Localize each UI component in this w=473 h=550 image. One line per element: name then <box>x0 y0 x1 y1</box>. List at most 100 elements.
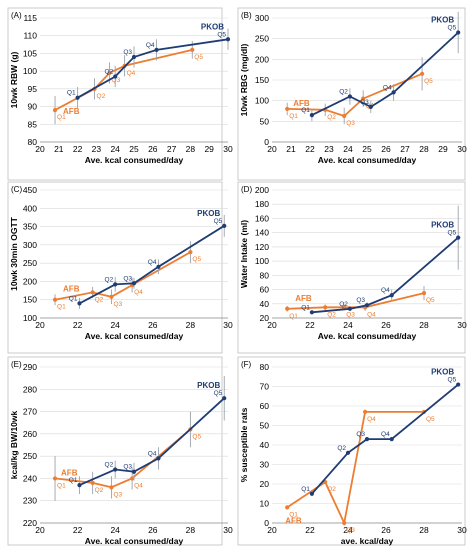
pkob-point-label: Q4 <box>148 259 157 266</box>
afb-point-label: Q2 <box>327 486 336 493</box>
afb-point <box>421 291 427 296</box>
x-tick-label: 26 <box>148 525 158 535</box>
pkob-point <box>389 293 394 298</box>
pkob-point-label: Q4 <box>146 42 155 49</box>
afb-point-label: Q1 <box>57 482 66 489</box>
pkob-point <box>113 74 118 79</box>
x-tick-label: 30 <box>457 144 467 154</box>
pkob-point <box>347 306 352 311</box>
y-tick-label: 140 <box>255 228 269 238</box>
pkob-series-label: PKOB <box>197 381 220 390</box>
pkob-point-label: Q2 <box>339 89 348 96</box>
afb-point-label: Q3 <box>113 301 122 308</box>
y-axis-title: kcal/kg BW/10wk <box>9 410 19 479</box>
pkob-point-label: Q4 <box>383 84 392 91</box>
y-axis-title: 10wk RBG (mg/dl) <box>239 43 249 116</box>
chart-panel-3: 100 150 200 250 300 350 400 450 20 22 24 26 28 30 (C) A… <box>7 181 233 354</box>
afb-point-label: Q5 <box>426 297 435 304</box>
afb-point-label: Q4 <box>134 482 143 489</box>
y-tick-label: 115 <box>23 13 37 23</box>
afb-point <box>188 250 193 255</box>
x-axis-title: Ave. kcal consumed/day <box>318 155 417 165</box>
afb-point <box>90 290 95 295</box>
y-tick-label: 0 <box>264 518 269 528</box>
pkob-point <box>113 282 118 287</box>
y-tick-label: 200 <box>255 185 269 195</box>
pkob-point-label: Q3 <box>356 297 365 304</box>
x-tick-label: 22 <box>305 525 315 535</box>
x-tick-label: 28 <box>186 320 196 330</box>
panel-frame <box>237 7 466 181</box>
pkob-point-label: Q5 <box>214 218 223 225</box>
x-tick-label: 30 <box>457 525 467 535</box>
afb-series-label: AFB <box>61 468 78 477</box>
x-axis-title: ave. kcal/day <box>341 536 394 546</box>
x-tick-label: 25 <box>129 144 139 154</box>
pkob-series-label: PKOB <box>431 368 454 377</box>
y-tick-label: 80 <box>260 270 270 280</box>
y-tick-label: 20 <box>260 313 270 323</box>
afb-point <box>109 485 114 490</box>
y-tick-label: 220 <box>23 518 37 528</box>
pkob-point-label: Q1 <box>301 304 310 311</box>
y-tick-label: 290 <box>23 362 37 372</box>
y-tick-label: 20 <box>260 479 270 489</box>
afb-point <box>107 70 112 76</box>
y-tick-label: 40 <box>260 299 270 309</box>
pkob-point <box>364 437 370 442</box>
x-tick-label: 28 <box>419 320 429 330</box>
afb-point-label: Q1 <box>289 511 298 518</box>
pkob-point-label: Q1 <box>69 295 78 302</box>
afb-point-label: Q4 <box>367 416 376 423</box>
y-tick-label: 260 <box>23 429 37 439</box>
x-axis-title: Ave. kcal consumed/day <box>318 331 417 341</box>
pkob-point <box>156 456 161 461</box>
x-tick-label: 24 <box>110 320 120 330</box>
pkob-point <box>309 113 314 118</box>
y-tick-label: 90 <box>28 102 38 112</box>
panel-letter: (C) <box>11 185 22 194</box>
x-tick-label: 24 <box>343 320 353 330</box>
x-tick-label: 30 <box>223 144 233 154</box>
x-tick-label: 26 <box>381 320 391 330</box>
y-tick-label: 300 <box>23 240 37 250</box>
pkob-point <box>309 491 314 496</box>
x-axis-title: Ave. kcal consumed/day <box>85 331 184 341</box>
x-tick-label: 27 <box>400 144 410 154</box>
x-tick-label: 24 <box>343 144 353 154</box>
pkob-series-label: PKOB <box>201 22 224 31</box>
afb-point-label: Q3 <box>112 77 121 84</box>
afb-series-label: AFB <box>63 285 80 294</box>
y-tick-label: 105 <box>23 48 37 58</box>
x-tick-label: 22 <box>73 144 83 154</box>
pkob-point-label: Q1 <box>69 477 78 484</box>
pkob-point <box>131 54 137 60</box>
afb-point-label: Q1 <box>289 113 298 120</box>
pkob-point-label: Q5 <box>217 31 226 38</box>
x-tick-label: 22 <box>73 525 83 535</box>
y-tick-label: 60 <box>260 401 270 411</box>
afb-point-label: Q1 <box>57 304 66 311</box>
x-tick-label: 20 <box>35 525 45 535</box>
afb-point-label: Q1 <box>57 114 66 121</box>
pkob-point <box>113 467 118 472</box>
pkob-point <box>131 469 137 474</box>
y-tick-label: 150 <box>23 295 37 305</box>
pkob-series-label: PKOB <box>431 221 454 230</box>
panel-frame <box>237 181 466 354</box>
x-tick-label: 25 <box>362 144 372 154</box>
x-tick-label: 21 <box>286 144 296 154</box>
y-tick-label: 10 <box>260 499 270 509</box>
y-tick-label: 85 <box>28 119 38 129</box>
y-tick-label: 150 <box>255 75 269 85</box>
afb-point-label: Q5 <box>192 256 201 263</box>
afb-series-label: AFB <box>293 99 310 108</box>
panel-letter: (B) <box>241 11 252 20</box>
pkob-point <box>364 303 370 308</box>
y-tick-label: 50 <box>260 421 270 431</box>
y-tick-label: 70 <box>260 382 270 392</box>
panel-frame <box>7 356 223 546</box>
afb-point <box>130 476 135 481</box>
x-tick-label: 24 <box>110 525 120 535</box>
